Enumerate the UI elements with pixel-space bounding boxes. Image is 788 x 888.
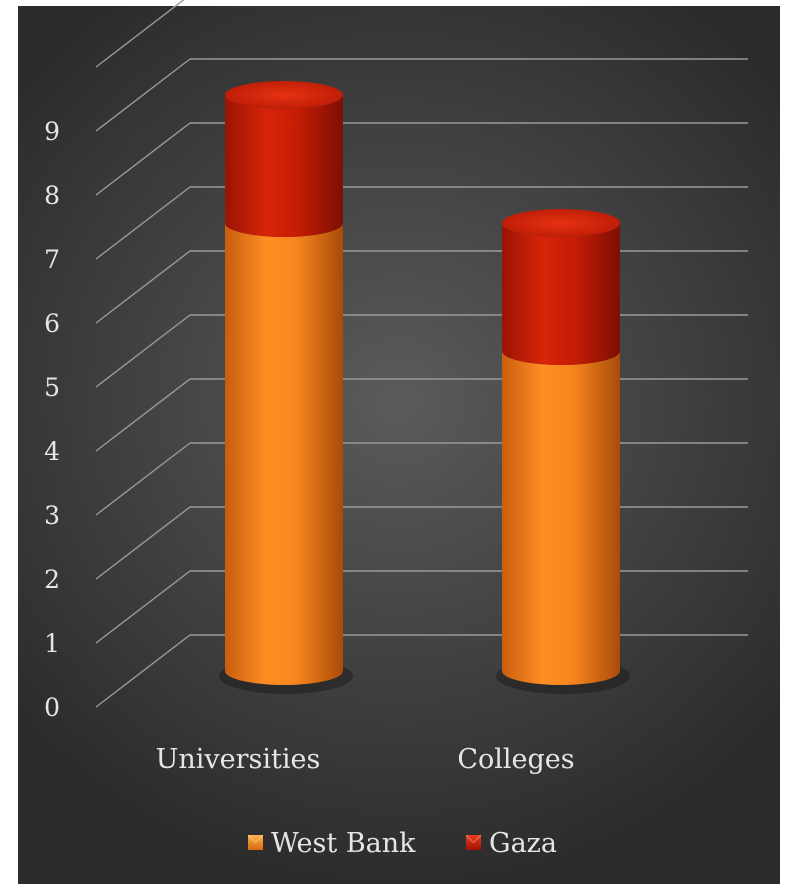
chart-area	[18, 6, 780, 884]
y-tick-label: 0	[44, 693, 60, 722]
gridline-diagonal	[95, 570, 191, 644]
y-tick-label: 4	[44, 437, 60, 466]
legend-swatch-highlight	[465, 834, 482, 844]
gridline-diagonal	[95, 634, 191, 708]
bar-top-cap	[225, 81, 343, 109]
gridline-diagonal	[95, 122, 191, 196]
gridline-diagonal	[95, 378, 191, 452]
category-label-universities: Universities	[156, 744, 321, 775]
y-tick-label: 3	[44, 501, 60, 530]
gridline-diagonal	[95, 314, 191, 388]
y-tick-label: 8	[44, 181, 60, 210]
y-tick-label: 6	[44, 309, 60, 338]
bar-gaza-colleges	[502, 223, 620, 365]
bar-west-bank-universities	[225, 223, 343, 685]
gridline-diagonal	[95, 0, 185, 68]
gridline-diagonal	[95, 506, 191, 580]
bar-gaza-universities	[225, 95, 343, 237]
legend-label-gaza: Gaza	[489, 828, 557, 859]
bar-west-bank-colleges	[502, 351, 620, 685]
gridline-diagonal	[95, 186, 191, 260]
legend-swatch-west-bank	[248, 835, 263, 850]
y-tick-label: 2	[44, 565, 60, 594]
gridline-diagonal	[95, 250, 191, 324]
y-tick-label: 7	[44, 245, 60, 274]
category-label-colleges: Colleges	[457, 744, 574, 775]
legend-swatch-highlight	[247, 834, 264, 844]
y-tick-label: 5	[44, 373, 60, 402]
legend-label-west-bank: West Bank	[271, 828, 416, 859]
legend-swatch-gaza	[466, 835, 481, 850]
bar-top-cap	[502, 209, 620, 237]
y-tick-label: 1	[44, 629, 60, 658]
y-tick-label: 9	[44, 117, 60, 146]
gridline-diagonal	[95, 58, 191, 132]
gridline-diagonal	[95, 442, 191, 516]
